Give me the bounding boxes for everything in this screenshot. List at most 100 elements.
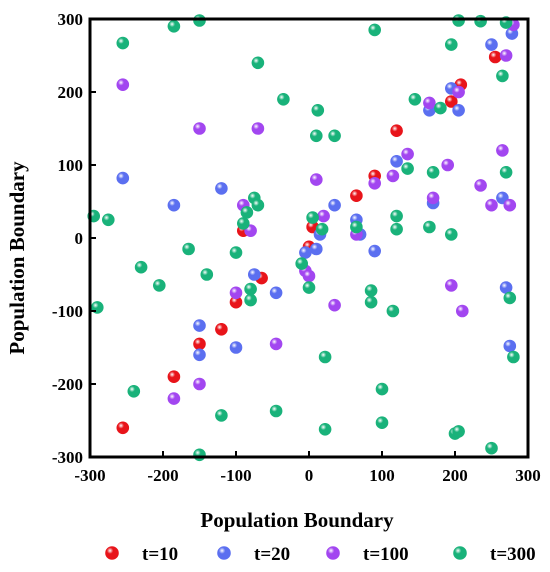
- point-t-100: [193, 122, 206, 135]
- point-t-300: [251, 56, 265, 70]
- point-t-300: [452, 425, 465, 438]
- x-tick-label: -100: [220, 466, 251, 485]
- point-t-20: [452, 104, 465, 117]
- point-t-300: [318, 350, 332, 364]
- point-t-300: [306, 211, 319, 224]
- x-axis-title: Population Boundary: [200, 508, 394, 532]
- point-t-300: [215, 409, 228, 422]
- point-t-100: [269, 337, 283, 351]
- point-t-100: [368, 177, 382, 190]
- legend-marker: [217, 546, 231, 560]
- y-axis-title: Population Boundary: [5, 161, 29, 355]
- point-t-300: [375, 416, 389, 430]
- point-t-20: [229, 341, 243, 354]
- point-t-300: [503, 291, 517, 305]
- legend-marker: [453, 546, 467, 560]
- legend-label: t=300: [490, 544, 536, 565]
- point-t-100: [499, 49, 513, 62]
- point-t-300: [167, 19, 181, 33]
- point-t-300: [368, 23, 382, 37]
- point-t-300: [507, 350, 520, 364]
- point-t-300: [311, 104, 325, 117]
- point-t-300: [390, 209, 403, 223]
- y-tick-label: -300: [52, 448, 83, 467]
- point-t-300: [386, 304, 400, 318]
- point-t-10: [390, 124, 403, 137]
- point-t-10: [215, 322, 228, 336]
- point-t-10: [444, 95, 458, 108]
- point-t-100: [455, 304, 469, 318]
- point-t-10: [488, 50, 502, 64]
- point-t-100: [452, 85, 465, 99]
- point-t-100: [423, 96, 436, 110]
- point-t-100: [116, 78, 130, 91]
- point-t-100: [309, 173, 323, 186]
- point-t-300: [295, 257, 309, 270]
- y-tick-label: 300: [58, 10, 84, 29]
- point-t-300: [116, 36, 130, 50]
- point-t-300: [251, 198, 265, 212]
- point-t-100: [441, 158, 455, 172]
- point-t-300: [134, 260, 148, 274]
- point-t-20: [328, 198, 341, 212]
- point-t-100: [229, 286, 243, 300]
- x-tick-label: -300: [74, 466, 105, 485]
- point-t-100: [426, 191, 440, 205]
- x-tick-label: 200: [442, 466, 468, 485]
- point-t-300: [350, 220, 363, 234]
- point-t-300: [426, 166, 440, 179]
- point-t-300: [240, 206, 254, 219]
- point-t-300: [474, 14, 487, 28]
- point-t-100: [386, 169, 400, 183]
- point-t-300: [444, 38, 458, 51]
- legend-label: t=20: [254, 544, 290, 565]
- point-t-20: [390, 155, 403, 168]
- point-t-300: [499, 166, 513, 179]
- point-t-300: [364, 295, 378, 309]
- point-t-300: [496, 69, 509, 83]
- point-t-300: [269, 404, 283, 418]
- point-t-300: [408, 93, 422, 106]
- point-t-300: [153, 279, 166, 292]
- y-tick-label: 100: [58, 156, 84, 175]
- point-t-10: [116, 421, 130, 435]
- point-t-20: [309, 242, 323, 256]
- legend-label: t=10: [142, 544, 178, 565]
- point-t-300: [318, 422, 332, 436]
- point-t-300: [277, 93, 290, 106]
- point-t-300: [434, 101, 447, 115]
- point-t-20: [193, 348, 206, 362]
- point-t-300: [302, 281, 316, 294]
- point-t-300: [309, 129, 323, 143]
- point-t-10: [193, 337, 206, 351]
- point-t-20: [248, 268, 261, 281]
- point-t-100: [302, 269, 316, 283]
- point-t-300: [244, 282, 257, 296]
- x-tick-label: -200: [147, 466, 178, 485]
- point-t-100: [317, 209, 330, 223]
- point-t-300: [229, 246, 243, 259]
- point-t-20: [368, 244, 382, 258]
- point-t-100: [496, 144, 509, 157]
- point-t-100: [401, 147, 414, 161]
- legend-label: t=100: [363, 544, 409, 565]
- point-t-20: [503, 339, 517, 353]
- point-t-300: [375, 382, 389, 396]
- point-t-300: [193, 448, 206, 462]
- point-t-100: [193, 377, 206, 391]
- points-layer: [87, 14, 520, 462]
- point-t-300: [364, 284, 378, 297]
- point-t-20: [116, 171, 130, 185]
- point-t-300: [127, 384, 141, 398]
- legend-marker: [326, 546, 340, 560]
- point-t-20: [215, 182, 228, 195]
- y-tick-label: -200: [52, 375, 83, 394]
- point-t-100: [485, 198, 498, 212]
- point-t-20: [193, 319, 206, 332]
- point-t-100: [328, 298, 341, 312]
- point-t-300: [444, 228, 458, 241]
- point-t-300: [237, 217, 250, 230]
- point-t-300: [423, 220, 436, 234]
